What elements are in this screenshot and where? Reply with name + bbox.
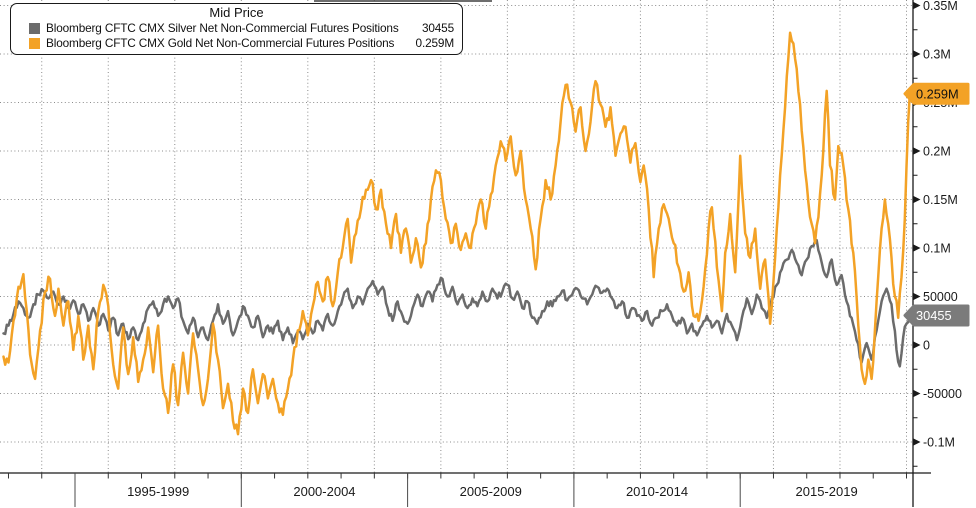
x-section-label: 1995-1999 bbox=[127, 484, 189, 499]
silver-series-line[interactable] bbox=[2, 238, 912, 368]
legend-row-silver[interactable]: Bloomberg CFTC CMX Silver Net Non-Commer… bbox=[19, 21, 454, 36]
y-tick-arrow-icon bbox=[913, 195, 921, 204]
y-tick-label: 0.35M bbox=[923, 0, 958, 13]
y-tick-label: 0.15M bbox=[923, 193, 958, 207]
silver-swatch-icon bbox=[29, 23, 40, 34]
y-tick-arrow-icon bbox=[913, 147, 921, 155]
y-tick-arrow-icon bbox=[913, 438, 921, 446]
silver-series-label: Bloomberg CFTC CMX Silver Net Non-Commer… bbox=[46, 21, 399, 35]
x-section-label: 2015-2019 bbox=[796, 484, 858, 499]
legend-title: Mid Price bbox=[209, 5, 264, 20]
legend-row-gold[interactable]: Bloomberg CFTC CMX Gold Net Non-Commerci… bbox=[19, 36, 454, 51]
badge-shape bbox=[903, 82, 970, 105]
y-tick-arrow-icon bbox=[913, 50, 921, 58]
clipped-header-strip bbox=[314, 0, 492, 2]
y-tick-arrow-icon bbox=[913, 244, 921, 252]
x-section-label: 2005-2009 bbox=[460, 484, 522, 499]
y-tick-label: -50000 bbox=[923, 387, 962, 401]
badge-value-label: 0.259M bbox=[916, 86, 959, 101]
silver-series-value: 30455 bbox=[421, 21, 454, 35]
y-tick-label: 0 bbox=[923, 339, 930, 353]
legend-box: Mid Price Bloomberg CFTC CMX Silver Net … bbox=[10, 3, 463, 55]
badge-value-label: 30455 bbox=[916, 308, 952, 323]
x-section-label: 2000-2004 bbox=[293, 484, 355, 499]
y-tick-arrow-icon bbox=[913, 341, 921, 349]
gold-series-line[interactable] bbox=[2, 31, 912, 436]
y-tick-label: 0.3M bbox=[923, 48, 951, 62]
gold-price-badge: 0.259M bbox=[903, 82, 970, 105]
y-tick-label: 0.2M bbox=[923, 145, 951, 159]
y-tick-arrow-icon bbox=[913, 292, 921, 301]
y-tick-arrow-icon bbox=[913, 1, 921, 10]
gold-swatch-icon bbox=[29, 38, 40, 49]
y-tick-arrow-icon bbox=[913, 389, 921, 398]
x-section-label: 2010-2014 bbox=[626, 484, 688, 499]
silver-price-badge: 30455 bbox=[903, 304, 970, 327]
y-tick-label: 0.1M bbox=[923, 242, 951, 256]
y-tick-label: -0.1M bbox=[923, 436, 955, 450]
gold-series-value: 0.259M bbox=[415, 36, 455, 50]
badge-shape bbox=[903, 304, 970, 327]
y-tick-label: 50000 bbox=[923, 290, 958, 304]
gold-series-label: Bloomberg CFTC CMX Gold Net Non-Commerci… bbox=[46, 36, 395, 50]
